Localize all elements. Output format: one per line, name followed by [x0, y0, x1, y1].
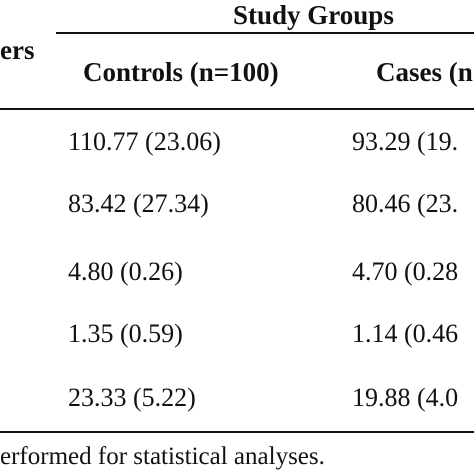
controls-cell: 4.80 (0.26) [68, 257, 183, 286]
cases-cell: 4.70 (0.28 [352, 257, 459, 286]
cases-cell: 19.88 (4.0 [352, 383, 459, 412]
table-bottom-rule [0, 431, 474, 433]
cases-column-header: Cases (n [376, 57, 473, 87]
controls-cell: 1.35 (0.59) [68, 319, 183, 348]
controls-cell: 23.33 (5.22) [68, 383, 196, 412]
controls-column-header: Controls (n=100) [83, 57, 279, 87]
parameters-header-fragment: ers [0, 35, 35, 65]
study-groups-header: Study Groups [233, 0, 394, 30]
controls-cell: 110.77 (23.06) [68, 127, 221, 156]
header-bottom-rule [0, 108, 474, 110]
cases-cell: 1.14 (0.46 [352, 319, 459, 348]
group-header-rule [56, 32, 474, 34]
footnote: erformed for statistical analyses. [0, 443, 325, 470]
cases-cell: 93.29 (19. [352, 127, 459, 156]
cases-cell: 80.46 (23. [352, 189, 459, 218]
controls-cell: 83.42 (27.34) [68, 189, 209, 218]
